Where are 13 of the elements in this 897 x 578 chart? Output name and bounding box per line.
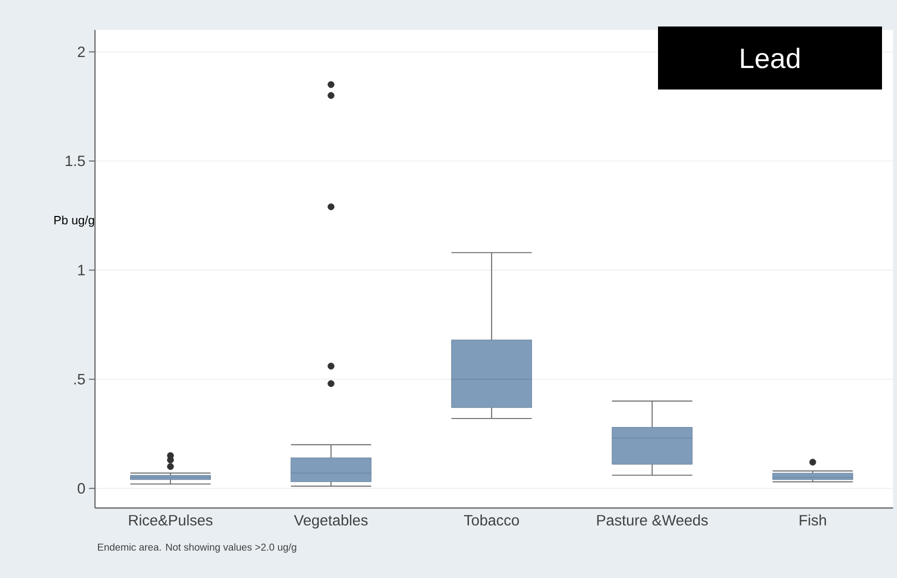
x-tick-label: Pasture &Weeds (597, 514, 708, 526)
x-tick-label: Fish (800, 514, 826, 526)
y-tick-label: 1.5 (66, 156, 85, 166)
y-tick-label: .5 (74, 374, 85, 384)
chart-title: Lead (741, 48, 800, 68)
x-tick-label: Tobacco (464, 514, 519, 526)
text: Endemic area. Not showing values >2.0 ug/g (98, 543, 296, 553)
y-tick-label: 2 (78, 46, 85, 58)
y-tick-label: 1 (78, 264, 85, 276)
y-tick-label: 0 (78, 483, 85, 494)
y-axis-title: Pb ug/g (54, 216, 94, 227)
x-tick-label: Rice&Pulses (129, 514, 212, 526)
x-tick-label: Vegetables (294, 514, 368, 528)
